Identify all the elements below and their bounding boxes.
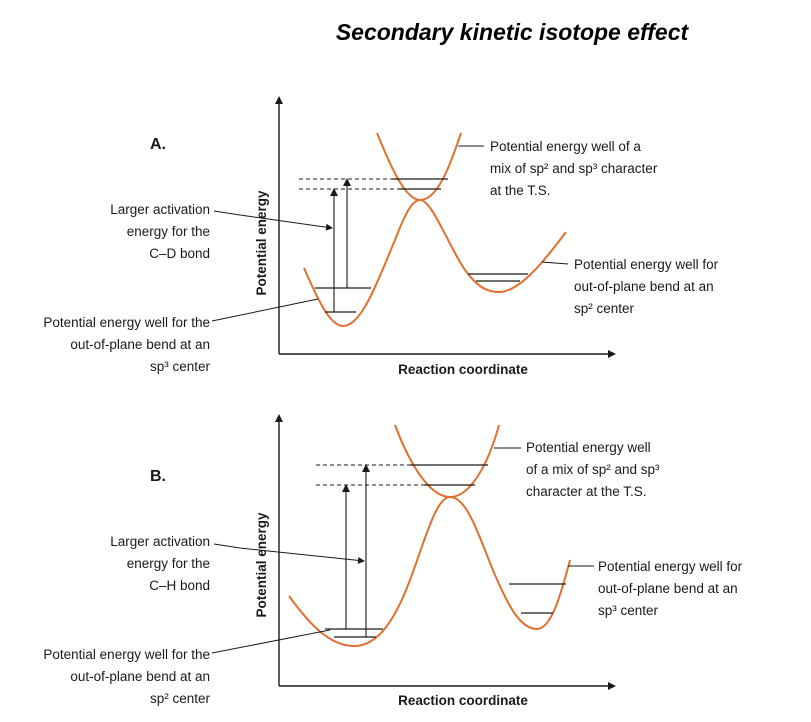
- panel-a-ts-well: [376, 132, 462, 202]
- panel-b-right-label-2: out-of-plane bend at an: [598, 581, 738, 596]
- panel-b-activation-leader: [213, 543, 365, 564]
- panel-b-ts-label-1: Potential energy well: [526, 440, 651, 455]
- panel-a-ts-label-2: mix of sp² and sp³ character: [490, 161, 658, 176]
- panel-b: B. Potential energy Reaction coordinate …: [43, 414, 743, 708]
- panel-a-activation-label-1: Larger activation: [110, 202, 210, 217]
- panel-a-right-leader: [541, 261, 569, 265]
- panel-a-y-label: Potential energy: [254, 190, 269, 296]
- panel-a-x-label: Reaction coordinate: [398, 362, 528, 377]
- panel-b-letter: B.: [150, 468, 166, 485]
- panel-a-left-label-1: Potential energy well for the: [43, 315, 210, 330]
- panel-a-right-label-1: Potential energy well for: [574, 257, 719, 272]
- panel-b-y-label: Potential energy: [254, 512, 269, 618]
- diagram-title: Secondary kinetic isotope effect: [336, 19, 690, 45]
- panel-a-right-label-3: sp² center: [574, 301, 635, 316]
- panel-a-ts-label-1: Potential energy well of a: [490, 139, 641, 154]
- panel-a-activation-leader: [213, 210, 333, 231]
- panel-a-activation-label-3: C–D bond: [149, 246, 210, 261]
- panel-b-ts-well: [394, 424, 500, 499]
- panel-b-energy-curve: [288, 495, 571, 648]
- panel-a-energy-curve: [303, 198, 567, 328]
- panel-b-right-label-1: Potential energy well for: [598, 559, 743, 574]
- panel-b-right-label-3: sp³ center: [598, 603, 659, 618]
- panel-a-ts-label-3: at the T.S.: [490, 183, 551, 198]
- panel-b-left-label-1: Potential energy well for the: [43, 647, 210, 662]
- panel-a-left-leader: [211, 298, 319, 322]
- panel-a-left-label-3: sp³ center: [150, 359, 211, 374]
- panel-b-x-label: Reaction coordinate: [398, 693, 528, 708]
- panel-b-left-label-3: sp² center: [150, 691, 211, 706]
- panel-a-left-label-2: out-of-plane bend at an: [70, 337, 210, 352]
- panel-a: A. Potential energy Reaction coordinate …: [43, 96, 719, 377]
- panel-a-activation-label-2: energy for the: [127, 224, 210, 239]
- panel-a-right-label-2: out-of-plane bend at an: [574, 279, 714, 294]
- panel-b-ts-label-3: character at the T.S.: [526, 484, 647, 499]
- panel-a-letter: A.: [150, 136, 166, 153]
- panel-b-left-label-2: out-of-plane bend at an: [70, 669, 210, 684]
- panel-b-activation-label-1: Larger activation: [110, 534, 210, 549]
- panel-b-activation-label-2: energy for the: [127, 556, 210, 571]
- panel-b-left-leader: [211, 629, 331, 654]
- panel-b-activation-label-3: C–H bond: [149, 578, 210, 593]
- panel-b-ts-label-2: of a mix of sp² and sp³: [526, 462, 660, 477]
